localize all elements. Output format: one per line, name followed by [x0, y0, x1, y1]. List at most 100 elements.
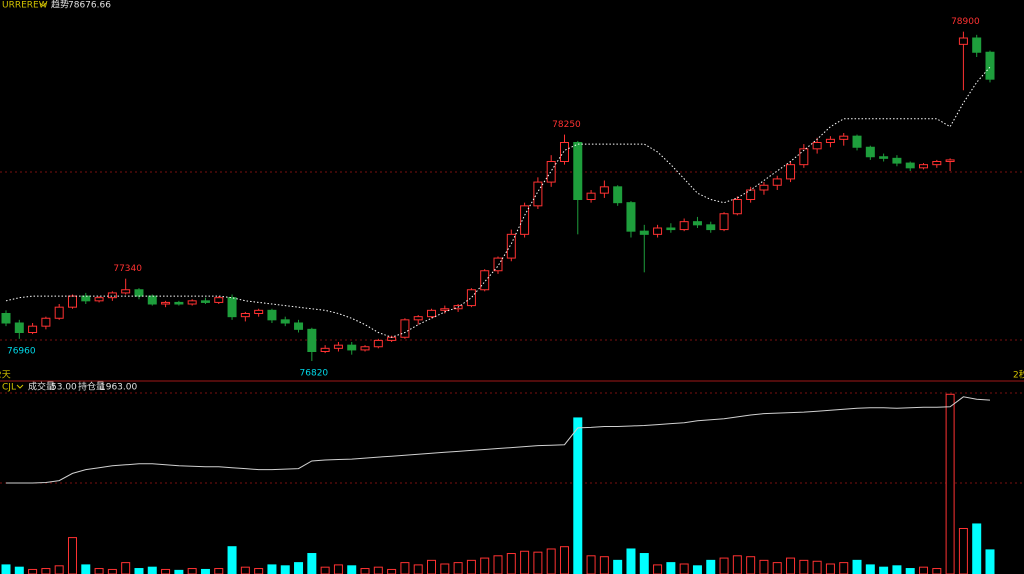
volume-bar — [972, 523, 982, 574]
candle-body — [333, 344, 343, 349]
candle-body — [267, 309, 277, 321]
candle-body — [958, 37, 968, 45]
candle-body — [692, 221, 702, 226]
volume-bar — [865, 564, 875, 574]
volume-bar — [892, 565, 902, 574]
symbol[interactable]: URREREW — [2, 1, 48, 11]
candle-body — [254, 309, 264, 315]
candle-body — [679, 221, 689, 231]
candle-body — [413, 316, 423, 321]
period-label: 2天 — [0, 371, 11, 381]
candle-body — [626, 202, 636, 232]
candle-body — [41, 317, 51, 327]
volume-bar — [413, 564, 423, 574]
volume-bar — [653, 564, 663, 574]
volume-name: 成交量 — [28, 381, 55, 393]
volume-bar — [347, 565, 357, 574]
volume-bar — [227, 546, 237, 574]
candle-body — [732, 199, 742, 215]
candle-body — [586, 192, 596, 201]
candle-body — [107, 292, 117, 299]
trend-value: 78676.66 — [68, 1, 111, 11]
volume-bar — [400, 562, 410, 574]
volume-bar — [746, 556, 756, 574]
high-label: 77340 — [113, 264, 142, 274]
volume-bar — [174, 569, 184, 574]
candle-body — [187, 300, 197, 305]
candle-body — [466, 289, 476, 307]
candle-body — [905, 162, 915, 169]
candle-body — [134, 289, 144, 297]
volume-bar — [958, 528, 968, 574]
volume-bar — [360, 568, 370, 574]
volume-bar — [214, 568, 224, 574]
dropdown-caret[interactable] — [16, 384, 24, 389]
volume-bar — [879, 566, 889, 574]
low-label: 76820 — [300, 369, 329, 379]
volume-bar — [839, 562, 849, 574]
candle-body — [240, 313, 250, 318]
dropdown-caret[interactable] — [39, 2, 47, 7]
volume-bar — [932, 568, 942, 574]
candle-body — [121, 289, 131, 294]
volume-bar — [586, 555, 596, 574]
volume-bar — [466, 559, 476, 574]
candle-body — [81, 295, 91, 302]
volume-bar — [772, 562, 782, 574]
oi-name: 持仓量 — [78, 381, 105, 393]
volume-bar — [786, 557, 796, 574]
candle-body — [94, 297, 104, 302]
candle-body — [786, 164, 796, 180]
candle-body — [892, 157, 902, 164]
candle-body — [147, 295, 157, 305]
volume-bar — [121, 562, 131, 574]
volume-bar — [626, 548, 636, 574]
candle-body — [825, 138, 835, 143]
candle-body — [373, 339, 383, 348]
candle-body — [746, 189, 756, 200]
candle-body — [214, 297, 224, 303]
high-label: 78900 — [951, 17, 980, 27]
volume-bar — [613, 559, 623, 574]
volume-bar — [67, 537, 77, 574]
volume-bar — [520, 550, 530, 574]
volume-bar — [480, 557, 490, 574]
volume-bar — [387, 568, 397, 574]
volume-bar — [985, 549, 995, 574]
candle-body — [347, 344, 357, 351]
candle-body — [227, 297, 237, 318]
volume-bar — [54, 565, 64, 574]
volume-bar — [905, 568, 915, 574]
volume-bar — [919, 566, 929, 574]
volume-bar — [307, 553, 317, 574]
candle-body — [67, 295, 77, 308]
candle-body — [812, 142, 822, 150]
volume-bar — [825, 563, 835, 574]
candle-body — [200, 300, 210, 303]
candle-body — [54, 306, 64, 319]
volume-bar — [453, 562, 463, 574]
volume-bar — [41, 568, 51, 574]
candle-body — [666, 227, 676, 231]
trend-name: 趋势 — [51, 0, 69, 11]
candle-body — [161, 301, 171, 305]
indicator-name[interactable]: CJL — [2, 383, 16, 393]
candle-body — [28, 325, 38, 333]
volume-bar — [719, 557, 729, 574]
volume-bar — [280, 565, 290, 574]
volume-bar — [107, 568, 117, 574]
volume-bar — [559, 546, 569, 574]
volume-bar — [320, 566, 330, 574]
volume-bar — [240, 566, 250, 574]
volume-bar — [14, 566, 24, 574]
volume-bar — [333, 564, 343, 574]
candle-body — [440, 308, 450, 311]
volume-bar — [639, 553, 649, 574]
candle-body — [559, 142, 569, 162]
period-label: 2秒 — [1013, 369, 1024, 381]
volume-bar — [94, 568, 104, 574]
volume-bar — [254, 568, 264, 574]
volume-bar — [28, 568, 38, 574]
